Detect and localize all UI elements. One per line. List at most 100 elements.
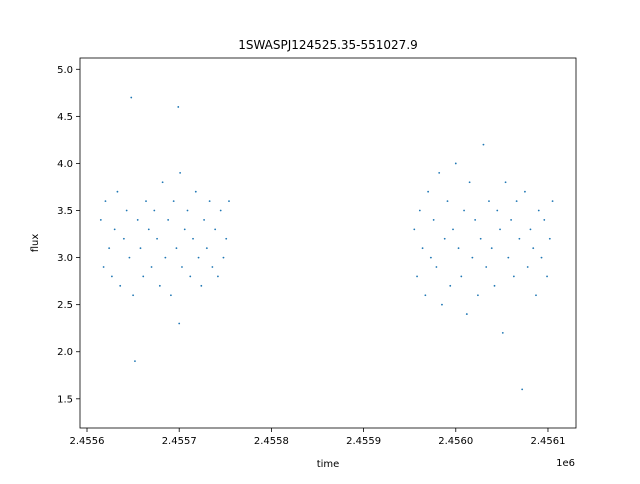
point [181,266,183,268]
y-tick-label: 1.5 [57,394,73,405]
y-tick-label: 2.5 [57,300,73,311]
point [147,228,150,231]
point [153,209,156,212]
plot-frame [79,57,577,429]
x-tick-label: 2.4557 [162,436,197,447]
point [490,247,493,250]
point [496,209,499,212]
point [205,247,208,250]
x-tick-label: 2.4560 [438,436,473,447]
y-tick-label: 4.0 [57,159,73,170]
point [510,219,512,221]
point [529,228,532,231]
point [471,256,474,259]
point [479,237,482,240]
point [432,219,435,221]
y-tick-label: 2.0 [57,347,73,358]
point [128,256,131,259]
point [217,275,219,278]
point [441,303,443,306]
point [104,200,107,203]
point [222,256,225,259]
x-offset-label: 1e6 [556,458,575,469]
point [200,284,203,287]
point [208,200,211,203]
point [156,237,158,240]
point [512,275,515,278]
point [427,190,430,193]
point [488,200,490,203]
point [460,275,463,278]
point [225,237,228,240]
point [474,219,477,221]
chart-title: 1SWASPJ124525.35-551027.9 [238,38,418,52]
x-tick-label: 2.4556 [70,436,105,447]
point [164,256,167,259]
point [429,256,432,259]
point [507,256,510,259]
point [468,181,471,184]
point [546,275,548,278]
point [532,247,535,250]
point [457,247,460,250]
point [465,313,468,315]
point [518,237,521,240]
x-tick-label: 2.4558 [254,436,289,447]
point [99,219,102,221]
point [130,96,133,99]
y-axis-label: flux [30,234,41,253]
point [543,219,546,221]
point [421,247,424,250]
point [438,171,441,174]
point [219,209,222,212]
point [477,294,479,297]
point [116,190,119,193]
x-tick-label: 2.4559 [346,436,381,447]
point [172,200,175,203]
point [183,228,186,231]
point [150,266,153,268]
point [501,332,504,334]
point [540,256,543,259]
point [418,209,421,212]
point [228,200,230,203]
point [214,228,217,231]
point [535,294,537,297]
point [515,200,518,203]
point [197,256,200,259]
point [186,209,189,212]
point [521,388,524,391]
point [435,266,438,268]
y-tick-label: 3.5 [57,206,73,217]
point [179,171,182,174]
point [452,228,454,231]
point [493,284,496,287]
point [524,190,526,193]
point [132,294,135,297]
point [192,237,194,240]
point [537,209,540,212]
point [499,228,501,231]
point [136,219,139,221]
point [194,190,197,193]
point [413,228,416,231]
point [139,247,142,250]
point [178,322,181,325]
point [504,181,507,184]
point [158,284,161,287]
point [110,275,113,278]
point [175,247,178,250]
point [113,228,116,231]
point [416,275,418,278]
point [108,247,111,250]
point [211,266,214,268]
point [134,360,136,363]
y-tick-label: 3.0 [57,253,73,264]
x-tick-label: 2.4561 [530,436,565,447]
point [551,200,554,203]
point [454,162,457,165]
point [142,275,145,278]
point [119,284,122,287]
point [449,284,452,287]
